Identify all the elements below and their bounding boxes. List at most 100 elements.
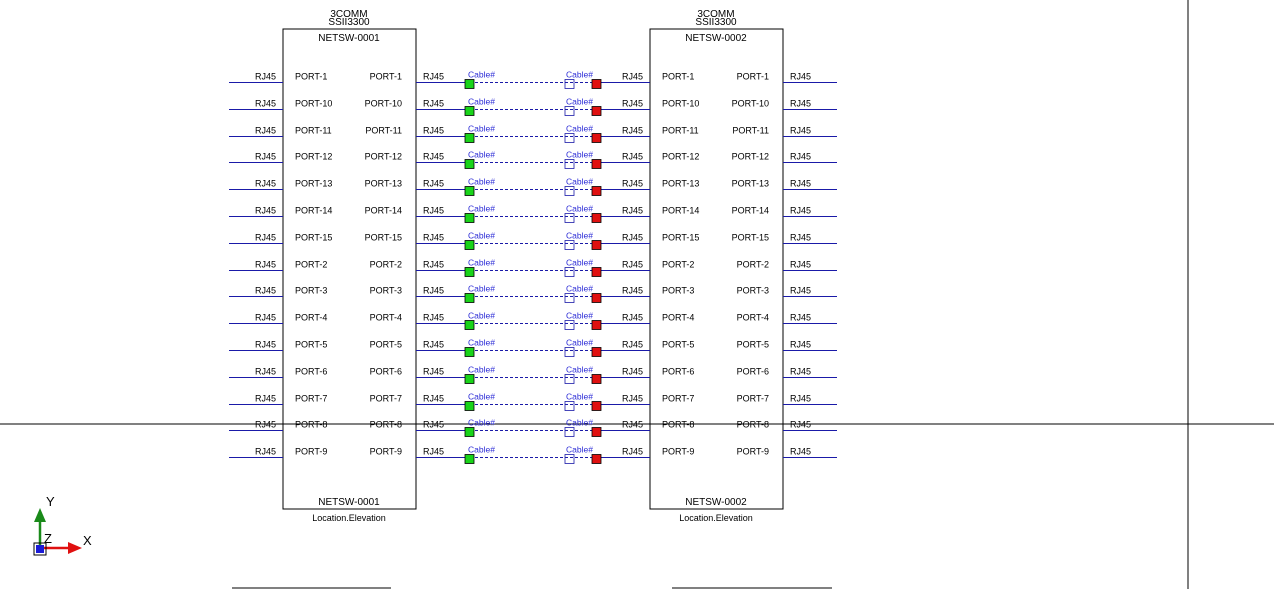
- ucs-y-label: Y: [46, 494, 55, 509]
- connector-label: RJ45: [255, 420, 276, 430]
- terminal-open-marker: [564, 133, 575, 143]
- connector-label: RJ45: [622, 206, 643, 216]
- connector-label: RJ45: [622, 340, 643, 350]
- terminal-open-marker: [564, 240, 575, 250]
- port-label-right: PORT-1: [370, 72, 402, 82]
- connector-label: RJ45: [255, 313, 276, 323]
- terminal-open-marker: [564, 347, 575, 357]
- terminal-start-marker: [464, 320, 475, 330]
- switch-1-ports-left: RJ45 PORT-1 RJ45 PORT-10 RJ45 PORT-11 RJ45 PORT…: [229, 72, 332, 458]
- connector-label: RJ45: [255, 260, 276, 270]
- port-label-left: PORT-2: [662, 260, 694, 270]
- connector-label: RJ45: [423, 313, 444, 323]
- port-label-left: PORT-8: [662, 420, 694, 430]
- port-label-left: PORT-12: [295, 152, 332, 162]
- port-label-right: PORT-3: [370, 286, 402, 296]
- port-label-right: PORT-15: [365, 233, 402, 243]
- port-label-right: PORT-14: [732, 206, 769, 216]
- connector-label: RJ45: [622, 233, 643, 243]
- connector-label: RJ45: [255, 152, 276, 162]
- terminal-end-marker: [591, 133, 602, 143]
- terminal-end-marker: [591, 401, 602, 411]
- port-label-left: PORT-2: [295, 260, 327, 270]
- connector-label: RJ45: [790, 394, 811, 404]
- terminal-end-marker: [591, 427, 602, 437]
- switch-1-location: Location.Elevation: [312, 513, 386, 523]
- connector-label: RJ45: [622, 72, 643, 82]
- connector-label: RJ45: [622, 126, 643, 136]
- port-label-left: PORT-11: [662, 126, 699, 136]
- port-label-left: PORT-14: [295, 206, 332, 216]
- port-label-left: PORT-3: [662, 286, 694, 296]
- connector-label: RJ45: [622, 447, 643, 457]
- cable-label-start: Cable#: [468, 258, 495, 268]
- connector-label: RJ45: [790, 367, 811, 377]
- port-label-left: PORT-13: [295, 179, 332, 189]
- connector-label: RJ45: [255, 286, 276, 296]
- connector-label: RJ45: [790, 233, 811, 243]
- cable-label-end: Cable#: [566, 258, 593, 268]
- cable-label-start: Cable#: [468, 70, 495, 80]
- cable-label-end: Cable#: [566, 311, 593, 321]
- connector-label: RJ45: [790, 286, 811, 296]
- cable-label-start: Cable#: [468, 445, 495, 455]
- cable-port-12: Cable# Cable#: [464, 150, 602, 169]
- connector-label: RJ45: [423, 179, 444, 189]
- cable-port-1: Cable# Cable#: [464, 70, 602, 89]
- cable-label-end: Cable#: [566, 231, 593, 241]
- port-label-right: PORT-1: [737, 72, 769, 82]
- port-label-left: PORT-4: [295, 313, 327, 323]
- connector-label: RJ45: [255, 126, 276, 136]
- port-label-right: PORT-10: [732, 99, 769, 109]
- connector-label: RJ45: [790, 447, 811, 457]
- cable-port-15: Cable# Cable#: [464, 231, 602, 250]
- port-label-left: PORT-14: [662, 206, 699, 216]
- connector-label: RJ45: [423, 72, 444, 82]
- terminal-end-marker: [591, 347, 602, 357]
- terminal-open-marker: [564, 159, 575, 169]
- connector-label: RJ45: [255, 233, 276, 243]
- port-label-right: PORT-5: [737, 340, 769, 350]
- cable-label-end: Cable#: [566, 392, 593, 402]
- switch-1-footer-tag: NETSW-0001: [318, 497, 380, 508]
- connector-label: RJ45: [790, 206, 811, 216]
- switch-2-body: [649, 28, 784, 510]
- terminal-end-marker: [591, 374, 602, 384]
- terminal-open-marker: [564, 79, 575, 89]
- terminal-open-marker: [564, 401, 575, 411]
- terminal-start-marker: [464, 159, 475, 169]
- connector-label: RJ45: [423, 447, 444, 457]
- terminal-open-marker: [564, 186, 575, 196]
- port-label-left: PORT-1: [662, 72, 694, 82]
- port-label-right: PORT-12: [365, 152, 402, 162]
- terminal-start-marker: [464, 213, 475, 223]
- connector-label: RJ45: [622, 260, 643, 270]
- connector-label: RJ45: [423, 286, 444, 296]
- switch-1-body: [282, 28, 417, 510]
- port-label-left: PORT-5: [662, 340, 694, 350]
- switch-2-location: Location.Elevation: [679, 513, 753, 523]
- port-label-right: PORT-8: [370, 420, 402, 430]
- terminal-end-marker: [591, 240, 602, 250]
- terminal-start-marker: [464, 79, 475, 89]
- port-label-right: PORT-9: [370, 447, 402, 457]
- switch-1-model: SSII3300: [328, 17, 370, 28]
- terminal-start-marker: [464, 427, 475, 437]
- switch-netsw-0001[interactable]: 3COMM SSII3300 NETSW-0001 NETSW-0001 Loc…: [229, 9, 470, 523]
- switch-2-ports-right: PORT-1 RJ45 PORT-10 RJ45 PORT-11 RJ45 PORT-12 R…: [732, 72, 837, 458]
- terminal-end-marker: [591, 293, 602, 303]
- cable-port-13: Cable# Cable#: [464, 177, 602, 196]
- terminal-start-marker: [464, 106, 475, 116]
- terminal-open-marker: [564, 293, 575, 303]
- terminal-start-marker: [464, 401, 475, 411]
- ucs-icon: Y Z X: [33, 494, 92, 556]
- cable-label-end: Cable#: [566, 284, 593, 294]
- cable-label-end: Cable#: [566, 445, 593, 455]
- port-label-left: PORT-11: [295, 126, 332, 136]
- terminal-open-marker: [564, 427, 575, 437]
- switch-netsw-0002[interactable]: 3COMM SSII3300 NETSW-0002 NETSW-0002 Loc…: [596, 9, 837, 523]
- connector-label: RJ45: [790, 152, 811, 162]
- port-label-left: PORT-6: [662, 367, 694, 377]
- connector-label: RJ45: [255, 72, 276, 82]
